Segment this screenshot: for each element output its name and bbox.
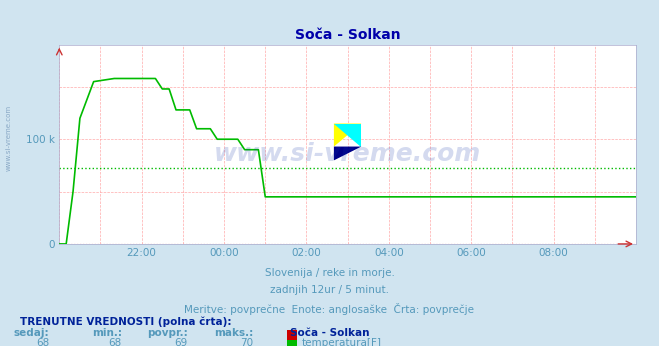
Text: Slovenija / reke in morje.: Slovenija / reke in morje.: [264, 268, 395, 278]
Text: 69: 69: [175, 338, 188, 346]
Text: sedaj:: sedaj:: [14, 328, 49, 338]
Title: Soča - Solkan: Soča - Solkan: [295, 28, 401, 43]
Text: TRENUTNE VREDNOSTI (polna črta):: TRENUTNE VREDNOSTI (polna črta):: [20, 317, 231, 327]
Text: povpr.:: povpr.:: [147, 328, 188, 338]
Polygon shape: [334, 124, 361, 147]
Polygon shape: [334, 147, 361, 161]
Text: www.si-vreme.com: www.si-vreme.com: [214, 143, 481, 166]
Text: Soča - Solkan: Soča - Solkan: [290, 328, 370, 338]
Text: maks.:: maks.:: [214, 328, 254, 338]
Text: 70: 70: [241, 338, 254, 346]
Text: min.:: min.:: [92, 328, 122, 338]
Text: www.si-vreme.com: www.si-vreme.com: [5, 105, 12, 172]
Text: zadnjih 12ur / 5 minut.: zadnjih 12ur / 5 minut.: [270, 285, 389, 295]
Text: 68: 68: [36, 338, 49, 346]
Polygon shape: [334, 124, 361, 147]
Text: 68: 68: [109, 338, 122, 346]
Text: temperatura[F]: temperatura[F]: [302, 338, 382, 346]
Text: Meritve: povprečne  Enote: anglosaške  Črta: povprečje: Meritve: povprečne Enote: anglosaške Črt…: [185, 303, 474, 315]
